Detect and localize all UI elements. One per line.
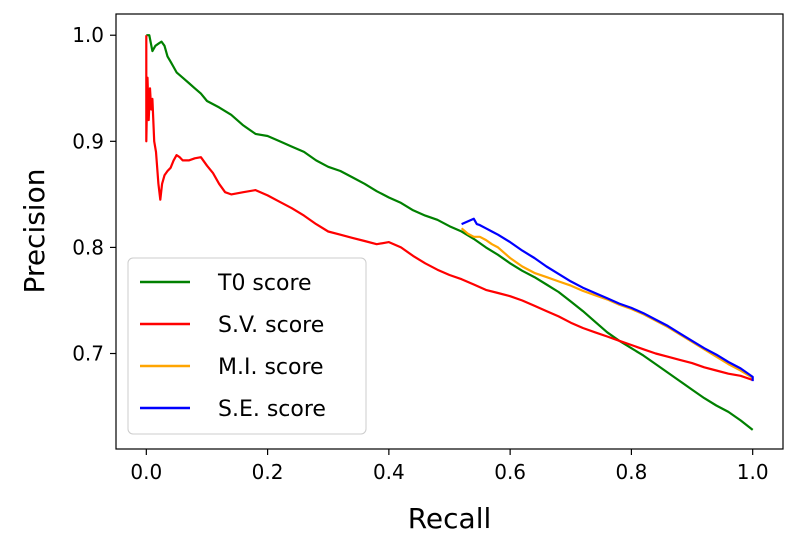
legend-label: S.V. score: [218, 313, 324, 338]
legend-label: M.I. score: [218, 355, 324, 380]
x-tick-label: 0.0: [130, 460, 162, 484]
series-layer: [145, 34, 754, 431]
legend-label: T0 score: [217, 271, 312, 296]
legend-label: S.E. score: [218, 397, 326, 422]
legend: T0 score S.V. score M.I. score S.E. score: [127, 257, 367, 435]
series-line-1: [146, 34, 754, 431]
y-tick-label: 0.8: [72, 235, 104, 259]
y-tick-label: 0.7: [72, 342, 104, 366]
x-tick-label: 1.0: [737, 460, 769, 484]
x-axis-ticks: 0.0 0.2 0.4 0.6 0.8 1.0: [130, 449, 769, 484]
series-line-4: [461, 217, 754, 382]
x-tick-label: 0.6: [494, 460, 526, 484]
plot-frame: [115, 13, 784, 450]
y-tick-label: 0.9: [72, 129, 104, 153]
x-axis-label: Recall: [408, 502, 492, 535]
x-tick-label: 0.4: [373, 460, 405, 484]
y-axis-ticks: 0.7 0.8 0.9 1.0: [72, 23, 116, 366]
legend-box: [127, 257, 367, 435]
x-tick-label: 0.8: [616, 460, 648, 484]
y-tick-label: 1.0: [72, 23, 104, 47]
x-tick-label: 0.2: [252, 460, 284, 484]
y-axis-label: Precision: [18, 169, 51, 294]
series-line-2: [145, 35, 754, 382]
